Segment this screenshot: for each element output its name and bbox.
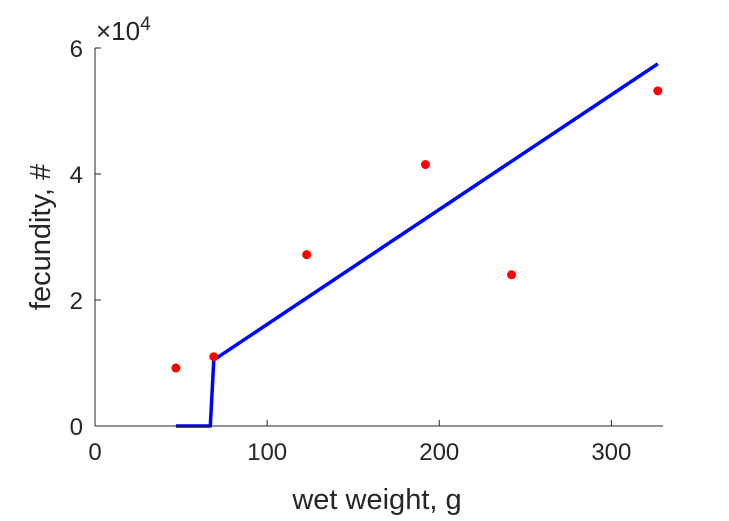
x-tick-label: 200 xyxy=(419,439,459,466)
y-axis-label: fecundity, # xyxy=(25,164,57,310)
y-axis-exponent-power: 4 xyxy=(140,14,151,35)
ticks: 0 100 200 300 0 2 4 6 xyxy=(70,36,632,466)
y-tick-label: 0 xyxy=(70,414,83,441)
x-axis-label: wet weight, g xyxy=(291,484,461,516)
y-axis-exponent: ×104 xyxy=(96,14,151,46)
data-point xyxy=(171,363,181,373)
axes xyxy=(94,48,663,427)
data-point xyxy=(420,160,430,170)
data-point xyxy=(507,270,517,280)
x-tick-label: 100 xyxy=(247,439,287,466)
y-tick-label: 6 xyxy=(70,36,83,63)
data-point xyxy=(302,250,312,260)
x-tick-label: 0 xyxy=(88,439,101,466)
y-tick-label: 2 xyxy=(70,288,83,315)
x-tick-label: 300 xyxy=(591,439,631,466)
data-point xyxy=(209,352,219,362)
y-tick-label: 4 xyxy=(70,162,83,189)
data-point xyxy=(653,86,663,96)
y-axis-exponent-base: ×10 xyxy=(96,16,140,46)
